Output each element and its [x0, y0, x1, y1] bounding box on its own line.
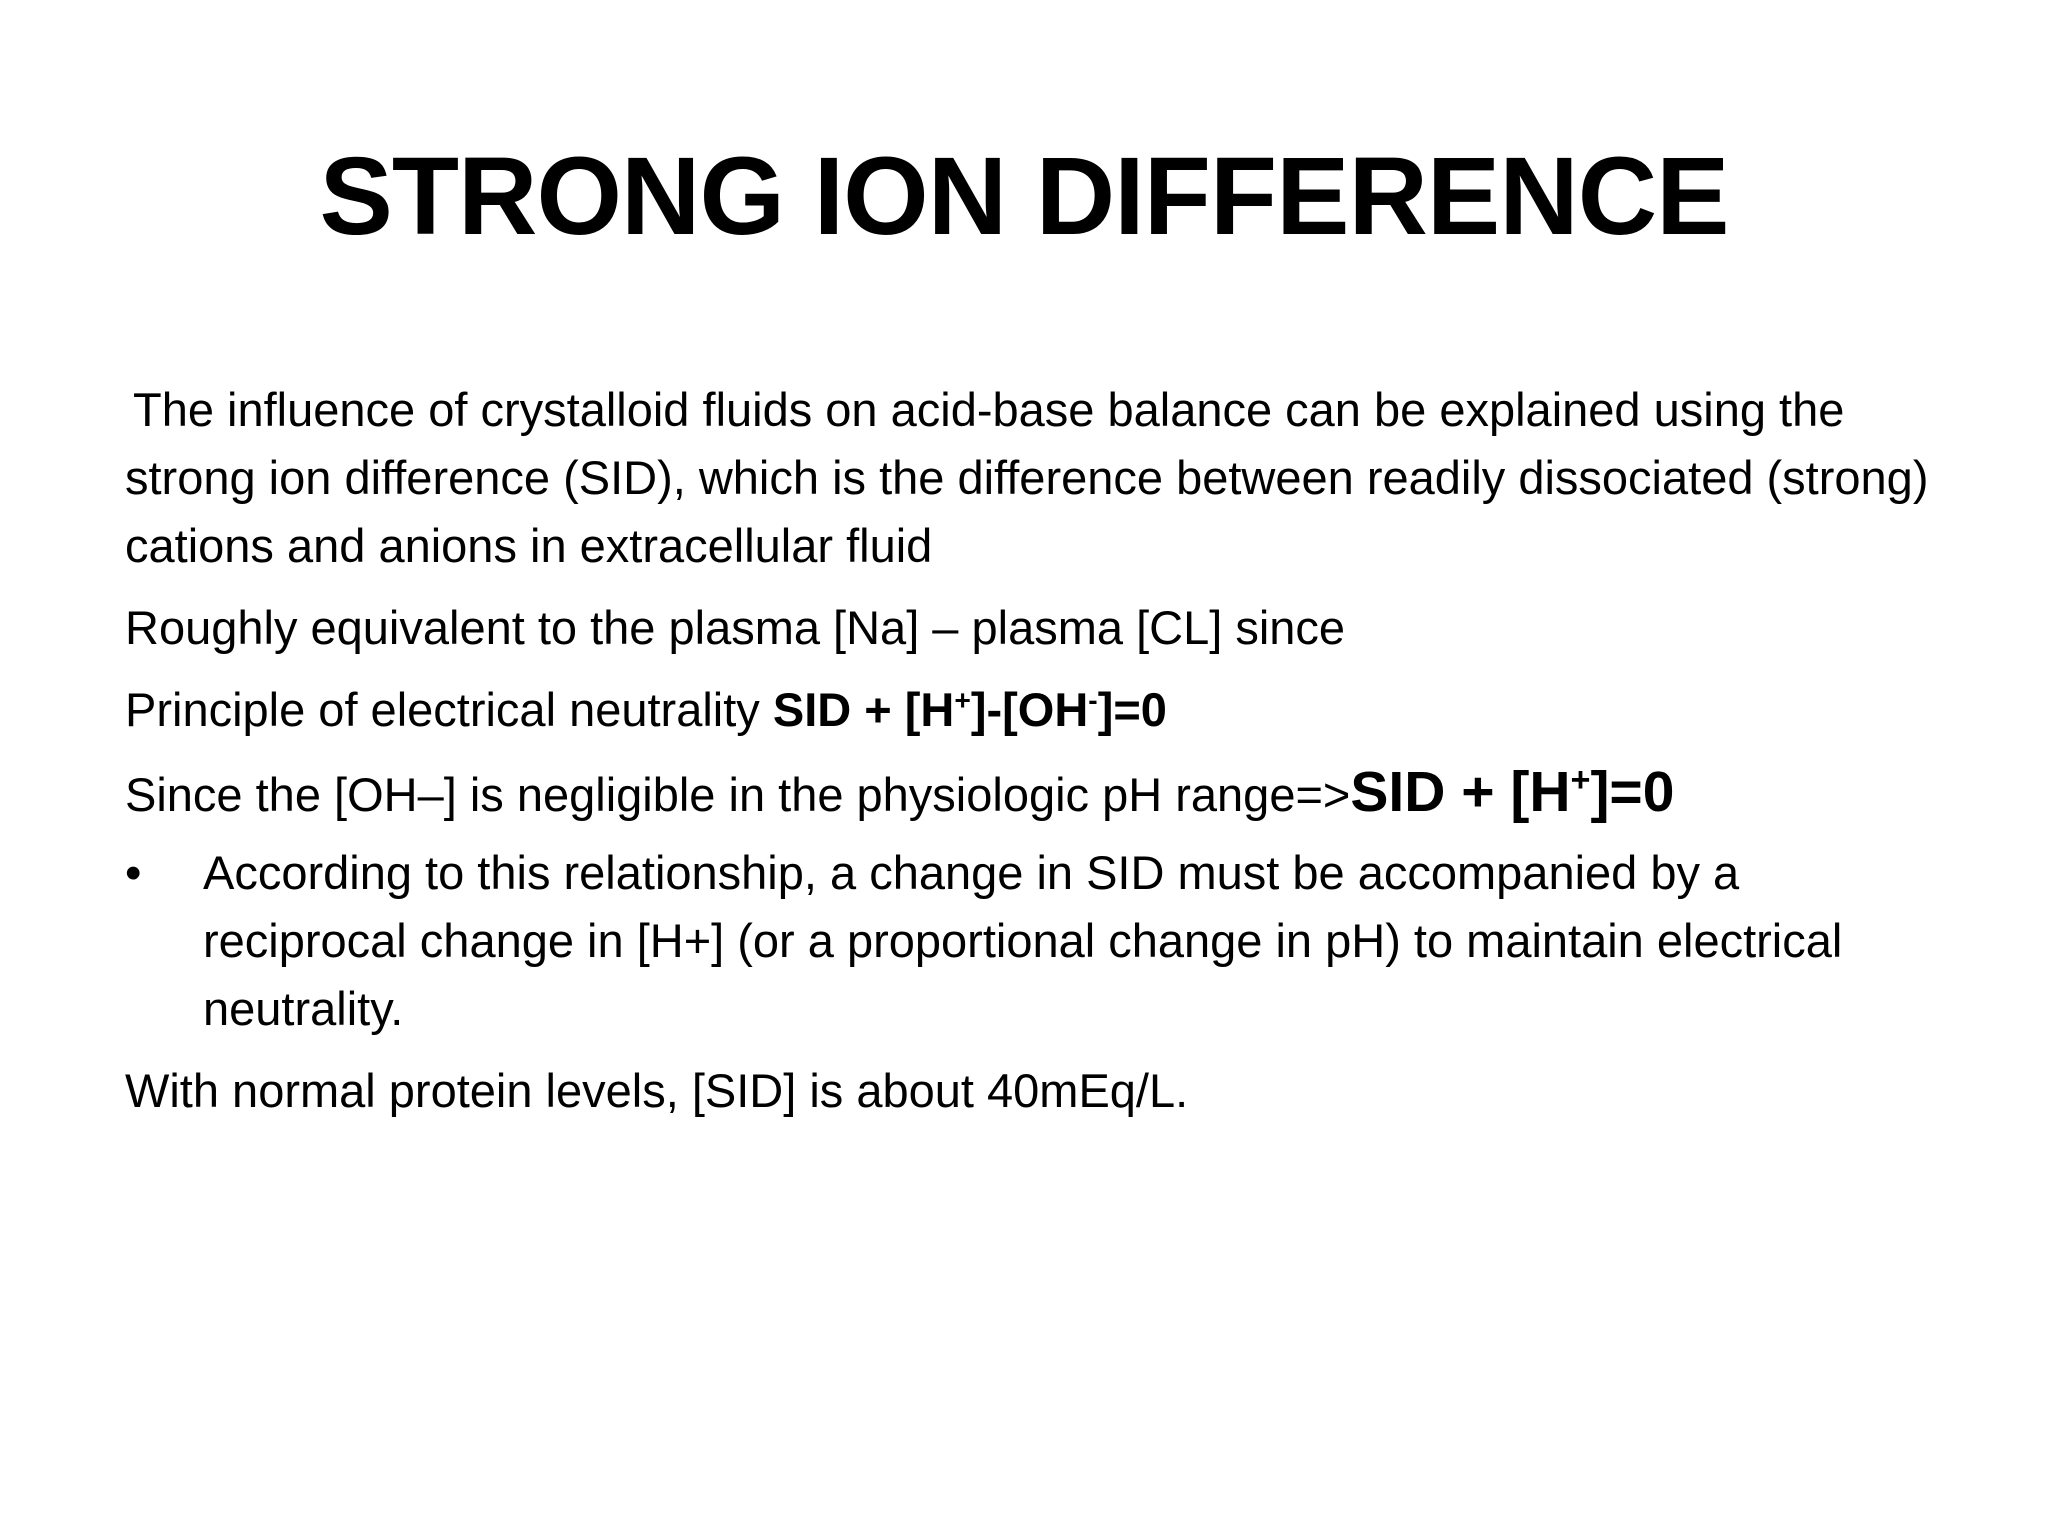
- equation-part: SID + [H: [1350, 760, 1571, 824]
- slide-title: STRONG ION DIFFERENCE: [319, 135, 1729, 258]
- roughly-paragraph: Roughly equivalent to the plasma [Na] – …: [125, 601, 1346, 654]
- principle-paragraph: Principle of electrical neutrality SID +…: [125, 676, 1945, 744]
- normal-paragraph: With normal protein levels, [SID] is abo…: [125, 1064, 1189, 1117]
- principle-text: Principle of electrical neutrality: [125, 683, 773, 736]
- since-paragraph: Since the [OH–] is negligible in the phy…: [125, 758, 1945, 829]
- intro-paragraph: The influence of crystalloid fluids on a…: [125, 383, 1929, 572]
- bullet-icon: •: [125, 846, 142, 899]
- equation-superscript: +: [1570, 761, 1591, 799]
- neutrality-equation: SID + [H+]-[OH-]=0: [773, 683, 1167, 736]
- simplified-equation: SID + [H+]=0: [1350, 760, 1674, 824]
- bullet-item: • According to this relationship, a chan…: [125, 839, 1945, 1043]
- equation-superscript: -: [1088, 683, 1098, 716]
- bullet-text: According to this relationship, a change…: [203, 846, 1843, 1035]
- equation-part: ]-[OH: [970, 683, 1089, 736]
- equation-part: SID + [H: [772, 683, 955, 736]
- slide-body: The influence of crystalloid fluids on a…: [125, 376, 1945, 1139]
- since-text: Since the [OH–] is negligible in the phy…: [125, 768, 1351, 821]
- equation-superscript: +: [954, 683, 971, 716]
- equation-part: ]=0: [1590, 760, 1675, 824]
- equation-part: ]=0: [1097, 683, 1167, 736]
